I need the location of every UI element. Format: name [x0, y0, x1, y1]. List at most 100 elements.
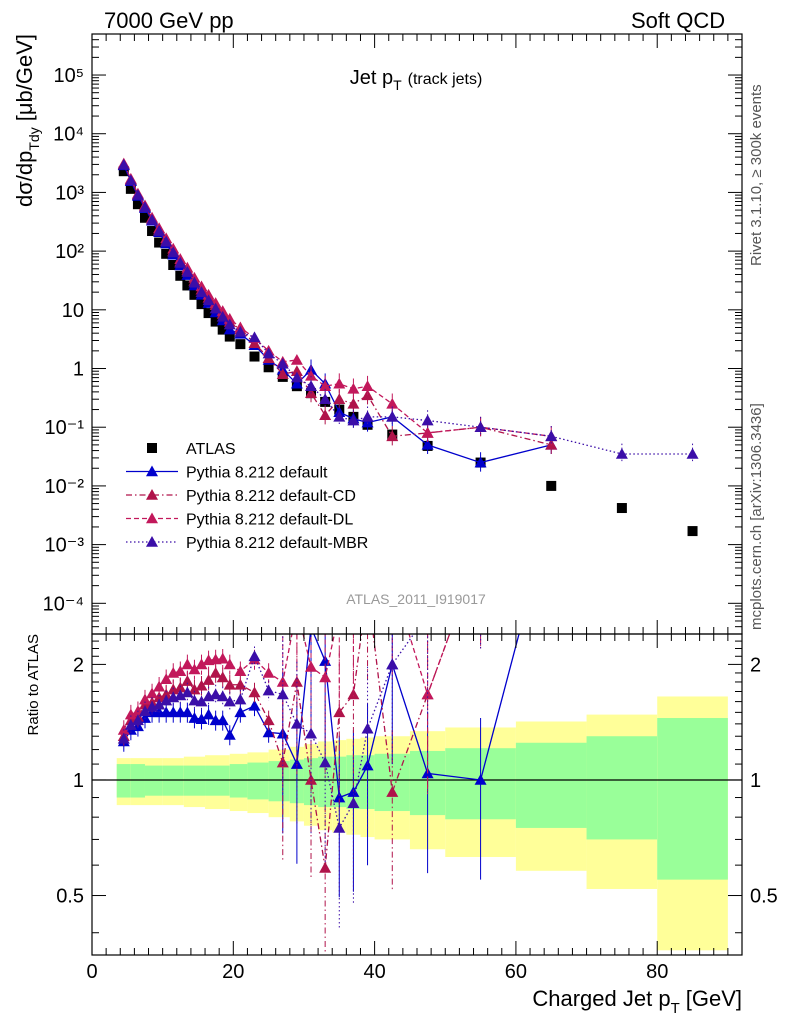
- ratio-point-pythia-8-212-default-cd: [188, 683, 201, 695]
- data-point-atlas: [687, 526, 698, 537]
- data-point-pythia-8-212-default-dl: [290, 353, 303, 365]
- ratio-point-pythia-8-212-default-dl: [386, 573, 398, 584]
- legend-entry: Pythia 8.212 default-CD: [186, 488, 356, 505]
- data-point-pythia-8-212-default-cd: [319, 409, 332, 421]
- ratio-point-pythia-8-212-default-mbr: [195, 695, 208, 707]
- y-tick-label: 10: [62, 300, 84, 322]
- ratio-point-pythia-8-212-default-dl: [319, 671, 332, 683]
- data-point-pythia-8-212-default-mbr: [421, 414, 434, 426]
- legend-marker: [147, 443, 157, 453]
- data-point-pythia-8-212-default-mbr: [333, 410, 346, 422]
- ratio-point-pythia-8-212-default-mbr: [361, 722, 374, 734]
- data-point-atlas: [235, 339, 246, 350]
- data-point-pythia-8-212-default-mbr: [216, 310, 229, 322]
- data-point-pythia-8-212-default-dl: [386, 397, 399, 409]
- ratio-point-pythia-8-212-default: [195, 713, 208, 724]
- data-point-pythia-8-212-default-mbr: [124, 174, 137, 186]
- uncertainty-band-inner: [205, 765, 230, 796]
- data-point-pythia-8-212-default-mbr: [195, 286, 208, 297]
- ratio-point-pythia-8-212-default-cd: [216, 671, 229, 683]
- ratio-point-pythia-8-212-default-dl: [146, 687, 159, 699]
- y-tick-label: 10³: [55, 182, 84, 204]
- legend-marker: [146, 536, 158, 547]
- data-point-pythia-8-212-default-mbr: [276, 357, 289, 369]
- ratio-point-pythia-8-212-default-cd: [305, 773, 318, 785]
- ratio-y-tick-label: 2: [73, 654, 84, 676]
- legend-entry: Pythia 8.212 default: [186, 465, 328, 482]
- y-axis-label-suffix: [μb/GeV]: [12, 34, 37, 121]
- y-axis-label: dσ/dpTdy[μb/GeV]: [12, 34, 42, 207]
- ratio-point-pythia-8-212-default-mbr: [188, 694, 201, 706]
- ratio-point-pythia-8-212-default: [234, 706, 247, 718]
- legend-entry: ATLAS: [186, 441, 236, 458]
- ratio-point-pythia-8-212-default-dl: [181, 658, 194, 670]
- data-point-pythia-8-212-default-mbr: [131, 189, 144, 200]
- data-point-pythia-8-212-default-mbr: [153, 225, 166, 236]
- data-point-atlas: [139, 212, 150, 223]
- uncertainty-band-inner: [268, 761, 290, 802]
- data-point-pythia-8-212-default-mbr: [160, 235, 173, 247]
- y-tick-label: 10²: [55, 241, 84, 263]
- data-point-atlas: [182, 280, 193, 291]
- process-label: Soft QCD: [631, 8, 726, 33]
- ratio-point-pythia-8-212-default-mbr: [475, 543, 487, 554]
- data-point-pythia-8-212-default-mbr: [181, 266, 194, 277]
- legend-entry: Pythia 8.212 default-MBR: [186, 535, 368, 552]
- legend-marker: [146, 489, 158, 500]
- ratio-y-tick-label: 1: [73, 770, 84, 792]
- ratio-point-pythia-8-212-default: [305, 621, 317, 632]
- ratio-point-pythia-8-212-default-dl: [153, 680, 166, 692]
- ratio-point-pythia-8-212-default-cd: [319, 861, 332, 873]
- data-point-pythia-8-212-default-dl: [347, 382, 360, 394]
- data-point-pythia-8-212-default: [290, 377, 303, 389]
- y-axis-label-subscript: Tdy: [26, 127, 42, 150]
- data-point-pythia-8-212-default-mbr: [234, 325, 247, 337]
- data-point-atlas: [147, 226, 158, 237]
- y-tick-label: 10⁻¹: [45, 417, 85, 439]
- ratio-point-pythia-8-212-default-mbr: [223, 695, 236, 707]
- ratio-point-pythia-8-212-default: [181, 706, 194, 718]
- data-point-atlas: [263, 362, 274, 373]
- ratio-point-pythia-8-212-default-cd: [234, 678, 247, 690]
- data-point-pythia-8-212-default-mbr: [209, 302, 222, 314]
- ratio-point-pythia-8-212-default-mbr: [347, 797, 360, 808]
- data-point-pythia-8-212-default-dl: [361, 380, 374, 391]
- data-point-pythia-8-212-default: [474, 456, 487, 468]
- x-tick-label: 60: [505, 961, 527, 983]
- ratio-point-pythia-8-212-default-cd: [333, 706, 346, 718]
- data-point-atlas: [217, 324, 228, 335]
- source-label: mcplots.cern.ch [arXiv:1306.3436]: [748, 403, 765, 630]
- data-point-pythia-8-212-default-mbr: [188, 276, 201, 288]
- ratio-point-pythia-8-212-default-dl: [305, 660, 318, 672]
- x-axis-label-suffix: [GeV]: [686, 986, 742, 1011]
- uncertainty-band-inner: [657, 718, 728, 880]
- ratio-point-pythia-8-212-default-cd: [347, 688, 360, 700]
- ratio-point-pythia-8-212-default: [361, 759, 374, 771]
- ratio-point-pythia-8-212-default-dl: [124, 708, 137, 720]
- uncertainty-band-inner: [515, 742, 587, 828]
- ratio-point-pythia-8-212-default-mbr: [124, 719, 137, 730]
- legend-entry: Pythia 8.212 default-DL: [186, 512, 353, 529]
- data-point-pythia-8-212-default-mbr: [290, 371, 303, 383]
- ratio-point-pythia-8-212-default-mbr: [616, 421, 628, 432]
- ratio-point-pythia-8-212-default-cd: [290, 675, 303, 687]
- legend-marker: [146, 465, 158, 477]
- x-tick-label: 0: [86, 961, 97, 983]
- data-point-atlas: [224, 331, 235, 342]
- ratio-y-axis-label: Ratio to ATLAS: [25, 634, 42, 735]
- ratio-point-pythia-8-212-default-dl: [223, 658, 236, 670]
- data-point-atlas: [203, 308, 214, 319]
- y-tick-label: 10⁴: [53, 124, 84, 146]
- ratio-point-pythia-8-212-default-cd: [209, 666, 222, 678]
- data-point-pythia-8-212-default-mbr: [305, 380, 318, 391]
- ratio-point-pythia-8-212-default-mbr: [160, 694, 173, 706]
- data-point-pythia-8-212-default-mbr: [686, 447, 699, 459]
- data-point-atlas: [132, 199, 143, 210]
- ratio-point-pythia-8-212-default-mbr: [687, 270, 699, 281]
- ratio-point-pythia-8-212-default-cd: [181, 675, 194, 686]
- ratio-point-pythia-8-212-default-cd: [248, 686, 261, 698]
- data-point-pythia-8-212-default-cd: [290, 365, 303, 377]
- ratio-point-pythia-8-212-default: [248, 699, 261, 711]
- ratio-point-pythia-8-212-default-mbr: [234, 693, 247, 705]
- data-point-pythia-8-212-default-mbr: [545, 430, 558, 442]
